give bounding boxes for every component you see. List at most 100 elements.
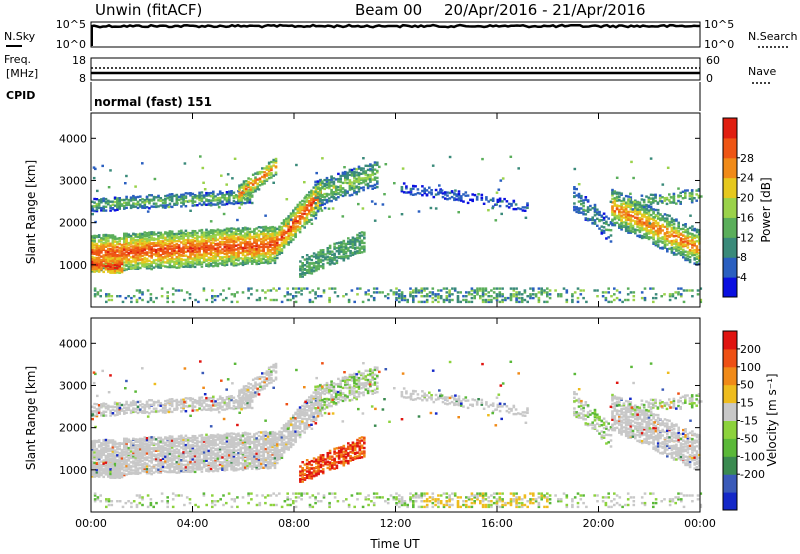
velocity-echo (145, 462, 149, 466)
power-echo (690, 189, 694, 192)
power-echo (317, 261, 320, 264)
power-echo (273, 237, 277, 241)
power-echo (202, 231, 206, 234)
power-near-range (610, 300, 613, 304)
power-echo (223, 264, 227, 267)
power-echo (273, 246, 277, 250)
power-echo (698, 239, 701, 242)
power-echo (596, 217, 599, 220)
power-echo (310, 262, 314, 265)
velocity-plot-bg (91, 318, 700, 512)
power-near-range (632, 298, 636, 302)
power-echo (272, 158, 275, 162)
power-echo (629, 225, 633, 228)
power-echo (602, 218, 606, 221)
power-echo (305, 222, 309, 225)
power-echo (198, 195, 201, 199)
power-echo (161, 204, 165, 207)
power-echo (357, 180, 361, 184)
power-echo (271, 235, 274, 238)
power-echo (328, 185, 331, 188)
power-near-range (680, 295, 683, 298)
power-echo (418, 192, 422, 195)
power-echo (111, 249, 115, 252)
power-near-range (509, 295, 513, 298)
power-near-range (149, 293, 153, 296)
velocity-echo (139, 437, 142, 441)
power-echo (152, 238, 156, 242)
power-echo (256, 185, 259, 189)
power-echo (355, 179, 358, 182)
power-echo (168, 238, 172, 241)
power-echo (253, 252, 256, 255)
velocity-echo (157, 469, 160, 473)
power-echo (331, 258, 334, 261)
power-near-range (400, 293, 404, 296)
power-echo (223, 262, 227, 265)
power-echo (273, 252, 277, 255)
power-near-range (406, 298, 409, 302)
velocity-echo (123, 462, 126, 465)
power-echo (262, 228, 265, 231)
power-near-range (546, 295, 549, 298)
power-echo (450, 190, 454, 193)
power-echo (348, 182, 352, 185)
power-near-range (456, 295, 460, 298)
power-echo (250, 260, 254, 263)
power-echo (139, 241, 142, 244)
power-echo (125, 195, 128, 199)
power-near-range (484, 298, 488, 302)
power-echo (166, 197, 169, 200)
power-echo (267, 167, 271, 170)
power-near-range (643, 298, 647, 302)
power-echo (186, 236, 190, 240)
power-echo (161, 252, 165, 255)
power-near-range (372, 296, 376, 300)
velocity-echo (132, 453, 135, 456)
power-echo (221, 257, 224, 260)
power-echo (360, 181, 363, 185)
power-echo (326, 255, 330, 258)
power-echo (598, 213, 601, 217)
power-echo (642, 200, 646, 203)
power-echo (346, 173, 349, 176)
power-echo (299, 267, 302, 271)
power-echo (261, 167, 264, 170)
power-echo (234, 256, 238, 259)
power-echo (629, 196, 633, 199)
power-echo (371, 173, 374, 176)
power-echo (335, 259, 339, 262)
power-near-range (546, 293, 549, 296)
power-scatter (580, 194, 583, 198)
power-near-range (412, 295, 415, 298)
power-echo (670, 230, 674, 233)
power-echo (264, 252, 268, 255)
power-echo (321, 203, 324, 206)
power-echo (317, 264, 320, 268)
power-echo (269, 261, 272, 265)
velocity-echo (127, 466, 131, 469)
power-echo (647, 218, 651, 222)
power-echo (684, 258, 687, 262)
power-echo (191, 247, 195, 250)
power-echo (319, 205, 322, 208)
power-echo (326, 247, 330, 250)
power-echo (254, 180, 257, 183)
velocity-echo (111, 459, 115, 463)
power-echo (209, 259, 213, 262)
power-echo (109, 249, 112, 252)
power-echo (292, 214, 295, 217)
power-echo (344, 173, 347, 176)
power-near-range (261, 289, 264, 292)
power-echo (118, 260, 121, 264)
power-echo (120, 269, 124, 273)
power-echo (656, 227, 660, 230)
velocity-echo (107, 447, 110, 450)
power-near-range (356, 287, 359, 290)
power-echo (246, 198, 249, 201)
power-echo (649, 193, 653, 196)
power-echo (136, 258, 140, 261)
power-echo (326, 261, 330, 265)
power-echo (240, 183, 244, 186)
power-echo (152, 248, 156, 251)
